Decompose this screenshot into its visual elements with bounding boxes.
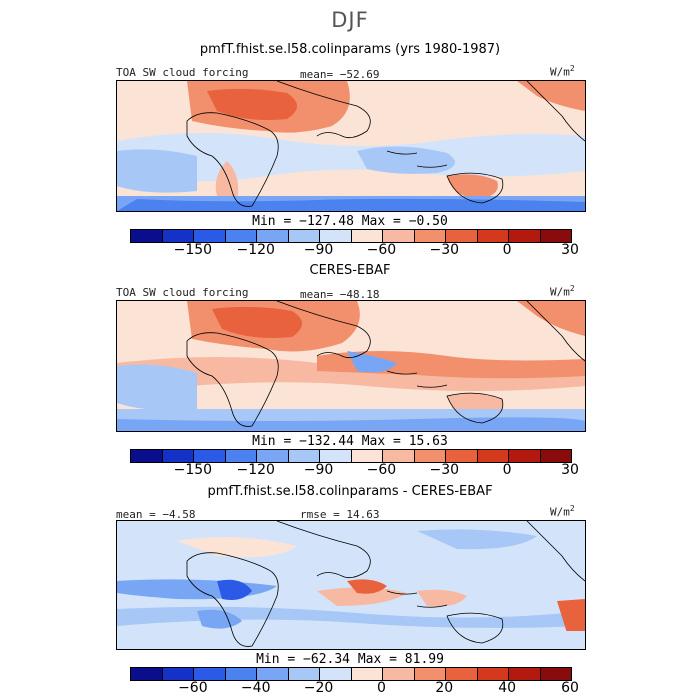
colorbar-tick-label: −120 xyxy=(236,462,275,478)
colorbar-segment xyxy=(162,450,194,462)
colorbar-tick-label: −150 xyxy=(173,462,213,478)
colorbar-segment xyxy=(446,230,478,242)
colorbar-segment xyxy=(162,668,194,680)
colorbar-tick-label: −40 xyxy=(240,680,271,696)
colorbar-segment xyxy=(509,230,541,242)
colorbar-tick-label: 0 xyxy=(376,680,386,696)
colorbar-segment xyxy=(446,450,478,462)
panel-2-units: W/m2 xyxy=(550,284,575,299)
colorbar-tick-label: −20 xyxy=(303,680,334,696)
colorbar-tick-label: 0 xyxy=(502,462,512,478)
panel-1-title: pmfT.fhist.se.l58.colinparams (yrs 1980-… xyxy=(199,42,501,57)
colorbar-segment xyxy=(194,668,226,680)
colorbar-segment xyxy=(131,230,163,242)
colorbar-segment xyxy=(414,450,446,462)
panel-1-mean-label: mean= −52.69 xyxy=(300,68,380,81)
panel-3-colorbar-ticks: −60 −40 −20 0 20 40 60 xyxy=(130,680,579,698)
colorbar-segment xyxy=(288,450,320,462)
colorbar-segment xyxy=(383,230,415,242)
colorbar-segment xyxy=(351,668,383,680)
colorbar-segment xyxy=(288,230,320,242)
colorbar-segment xyxy=(194,230,226,242)
colorbar-segment xyxy=(477,230,509,242)
panel-1-minmax: Min = −127.48 Max = −0.50 xyxy=(252,214,448,229)
colorbar-segment xyxy=(194,450,226,462)
panel-2-variable-label: TOA SW cloud forcing xyxy=(116,286,249,299)
colorbar-segment xyxy=(225,450,257,462)
colorbar-segment xyxy=(509,668,541,680)
colorbar-tick-label: −150 xyxy=(173,242,213,258)
colorbar-segment xyxy=(320,450,352,462)
colorbar-segment xyxy=(257,668,289,680)
panel-2-map xyxy=(116,300,586,432)
colorbar-tick-label: 30 xyxy=(561,462,579,478)
colorbar-tick-label: −120 xyxy=(236,242,275,258)
panel-2-colorbar-ticks: −150 −120 −90 −60 −30 0 30 xyxy=(130,462,579,480)
colorbar-segment xyxy=(446,668,478,680)
colorbar-tick-label: −90 xyxy=(303,242,334,258)
colorbar-segment xyxy=(320,230,352,242)
colorbar-segment xyxy=(225,668,257,680)
colorbar-segment xyxy=(351,230,383,242)
panel-3-mean-label: mean = −4.58 xyxy=(116,508,196,521)
colorbar-tick-label: −30 xyxy=(429,462,460,478)
panel-1-map xyxy=(116,80,586,212)
colorbar-segment xyxy=(414,668,446,680)
colorbar-segment xyxy=(257,450,289,462)
colorbar-segment xyxy=(162,230,194,242)
colorbar-segment xyxy=(288,668,320,680)
panel-3-units: W/m2 xyxy=(550,504,575,519)
colorbar-tick-label: 30 xyxy=(561,242,579,258)
colorbar-tick-label: −90 xyxy=(303,462,334,478)
panel-1-variable-label: TOA SW cloud forcing xyxy=(116,66,249,79)
colorbar-segment xyxy=(131,450,163,462)
panel-2-title: CERES-EBAF xyxy=(309,263,391,278)
panel-3-minmax: Min = −62.34 Max = 81.99 xyxy=(256,652,444,667)
colorbar-segment xyxy=(320,668,352,680)
colorbar-segment xyxy=(383,450,415,462)
colorbar-segment xyxy=(225,230,257,242)
colorbar-segment xyxy=(257,230,289,242)
colorbar-tick-label: −60 xyxy=(178,680,208,696)
season-title: DJF xyxy=(331,8,369,32)
panel-2-colorbar xyxy=(130,449,572,463)
panel-2-mean-label: mean= −48.18 xyxy=(300,288,380,301)
colorbar-segment xyxy=(351,450,383,462)
colorbar-tick-label: −30 xyxy=(429,242,460,258)
colorbar-segment xyxy=(477,450,509,462)
colorbar-tick-label: 60 xyxy=(561,680,579,696)
colorbar-tick-label: 0 xyxy=(502,242,512,258)
colorbar-segment xyxy=(477,668,509,680)
colorbar-segment xyxy=(383,668,415,680)
colorbar-segment xyxy=(540,668,571,680)
colorbar-tick-label: 20 xyxy=(435,680,454,696)
colorbar-tick-label: 40 xyxy=(498,680,517,696)
panel-1-colorbar xyxy=(130,229,572,243)
colorbar-tick-label: −60 xyxy=(366,242,397,258)
panel-3-title: pmfT.fhist.se.l58.colinparams - CERES-EB… xyxy=(207,484,493,499)
colorbar-segment xyxy=(540,450,571,462)
colorbar-segment xyxy=(414,230,446,242)
colorbar-segment xyxy=(131,668,163,680)
colorbar-segment xyxy=(509,450,541,462)
colorbar-segment xyxy=(540,230,571,242)
colorbar-tick-label: −60 xyxy=(366,462,397,478)
panel-1-colorbar-ticks: −150 −120 −90 −60 −30 0 30 xyxy=(130,242,579,260)
panel-3-map xyxy=(116,520,586,650)
panel-2-minmax: Min = −132.44 Max = 15.63 xyxy=(252,434,448,449)
panel-1-units: W/m2 xyxy=(550,64,575,79)
panel-3-colorbar xyxy=(130,667,572,681)
panel-3-rmse-label: rmse = 14.63 xyxy=(300,508,380,521)
